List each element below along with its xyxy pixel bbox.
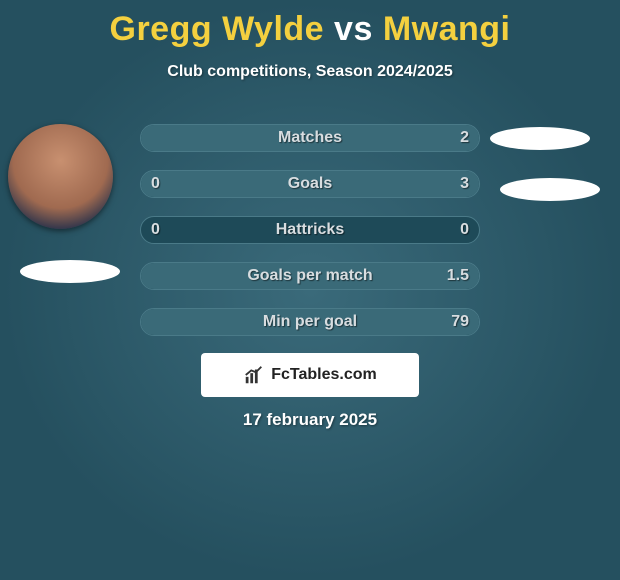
subtitle: Club competitions, Season 2024/2025 — [0, 63, 620, 81]
stat-label: Goals per match — [141, 263, 479, 289]
branding-badge: FcTables.com — [201, 353, 419, 397]
player2-disc-icon — [500, 178, 600, 201]
stat-label: Min per goal — [141, 309, 479, 335]
comparison-title: Gregg Wylde vs Mwangi — [0, 0, 620, 49]
player1-name: Gregg Wylde — [110, 10, 325, 48]
vs-text: vs — [334, 10, 373, 48]
stat-value-right: 3 — [460, 171, 469, 197]
stat-row: Matches2 — [140, 124, 480, 152]
stat-row: 0Hattricks0 — [140, 216, 480, 244]
stat-row: Goals per match1.5 — [140, 262, 480, 290]
stat-label: Goals — [141, 171, 479, 197]
stat-label: Hattricks — [141, 217, 479, 243]
branding-text: FcTables.com — [271, 366, 377, 384]
stat-label: Matches — [141, 125, 479, 151]
player1-avatar — [8, 124, 113, 229]
stat-value-right: 1.5 — [447, 263, 469, 289]
chart-icon — [243, 364, 265, 386]
player2-disc-icon — [490, 127, 590, 150]
stat-rows-container: Matches20Goals30Hattricks0Goals per matc… — [140, 124, 480, 354]
player1-disc-icon — [20, 260, 120, 283]
stat-value-right: 2 — [460, 125, 469, 151]
date-text: 17 february 2025 — [0, 410, 620, 430]
stat-value-right: 79 — [451, 309, 469, 335]
stat-value-right: 0 — [460, 217, 469, 243]
player2-name: Mwangi — [383, 10, 511, 48]
stat-row: 0Goals3 — [140, 170, 480, 198]
stat-row: Min per goal79 — [140, 308, 480, 336]
